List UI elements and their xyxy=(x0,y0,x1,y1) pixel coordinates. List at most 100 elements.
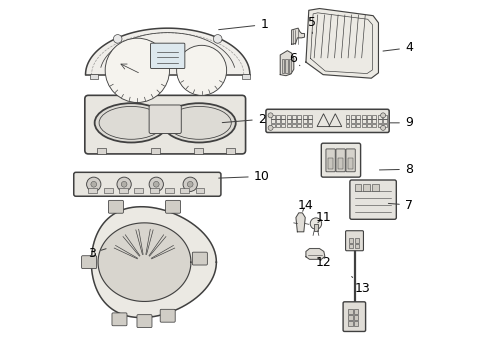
Bar xyxy=(195,188,204,193)
Bar xyxy=(361,115,365,118)
Text: 6: 6 xyxy=(288,52,299,66)
Text: 1: 1 xyxy=(218,18,267,31)
Bar xyxy=(354,244,358,248)
FancyBboxPatch shape xyxy=(74,172,221,196)
Text: 8: 8 xyxy=(379,163,412,176)
Polygon shape xyxy=(85,28,249,75)
Polygon shape xyxy=(295,213,305,232)
Bar xyxy=(354,184,360,191)
Bar xyxy=(382,119,386,123)
Bar xyxy=(355,123,360,127)
Bar xyxy=(337,158,343,169)
Text: 4: 4 xyxy=(382,41,412,54)
FancyBboxPatch shape xyxy=(349,180,395,219)
Bar xyxy=(103,188,112,193)
Bar xyxy=(355,119,360,123)
Bar xyxy=(371,115,375,118)
Bar xyxy=(307,115,311,118)
FancyBboxPatch shape xyxy=(149,105,181,134)
Bar xyxy=(350,119,354,123)
Circle shape xyxy=(267,125,272,130)
Text: 7: 7 xyxy=(387,198,412,212)
Bar xyxy=(275,119,279,123)
Bar xyxy=(286,115,290,118)
Bar xyxy=(327,158,333,169)
Bar xyxy=(281,115,285,118)
FancyBboxPatch shape xyxy=(345,149,354,172)
Bar xyxy=(297,119,301,123)
Bar xyxy=(366,119,370,123)
Bar xyxy=(288,59,291,73)
Circle shape xyxy=(176,45,226,95)
Bar xyxy=(270,119,274,123)
Text: 12: 12 xyxy=(315,256,330,269)
Bar xyxy=(350,115,354,118)
Bar xyxy=(281,119,285,123)
Text: 14: 14 xyxy=(297,198,312,212)
Bar xyxy=(353,321,358,327)
Bar xyxy=(361,119,365,123)
Bar xyxy=(347,321,352,327)
Bar xyxy=(366,123,370,127)
Circle shape xyxy=(105,38,169,103)
FancyBboxPatch shape xyxy=(112,313,127,326)
Bar xyxy=(355,115,360,118)
Bar xyxy=(345,119,349,123)
Bar xyxy=(348,238,353,243)
Bar xyxy=(151,148,160,154)
FancyBboxPatch shape xyxy=(160,309,175,322)
Bar xyxy=(275,123,279,127)
FancyBboxPatch shape xyxy=(192,252,207,265)
Bar xyxy=(270,123,274,127)
Bar xyxy=(382,123,386,127)
FancyBboxPatch shape xyxy=(321,143,360,177)
FancyBboxPatch shape xyxy=(165,201,180,213)
Text: 10: 10 xyxy=(218,170,269,183)
FancyBboxPatch shape xyxy=(84,95,245,154)
Bar xyxy=(97,148,106,154)
Bar xyxy=(377,119,381,123)
Polygon shape xyxy=(305,249,324,259)
Bar xyxy=(377,115,381,118)
Polygon shape xyxy=(305,9,378,78)
Circle shape xyxy=(213,35,222,43)
Text: 2: 2 xyxy=(222,113,265,126)
Bar xyxy=(302,115,306,118)
Circle shape xyxy=(117,177,131,192)
FancyBboxPatch shape xyxy=(265,109,388,132)
Bar xyxy=(347,158,353,169)
Bar xyxy=(149,188,158,193)
Bar xyxy=(164,188,174,193)
Polygon shape xyxy=(291,28,304,44)
Bar xyxy=(372,184,378,191)
FancyBboxPatch shape xyxy=(137,315,152,328)
Bar xyxy=(366,115,370,118)
Ellipse shape xyxy=(95,103,167,143)
Bar xyxy=(225,148,234,154)
Circle shape xyxy=(149,177,163,192)
Circle shape xyxy=(86,177,101,192)
Text: 3: 3 xyxy=(87,247,106,260)
Text: 5: 5 xyxy=(308,16,316,33)
FancyBboxPatch shape xyxy=(81,256,97,269)
Bar xyxy=(297,115,301,118)
Bar xyxy=(307,123,311,127)
Bar xyxy=(307,119,311,123)
Circle shape xyxy=(380,113,385,118)
Bar xyxy=(354,238,358,243)
Bar xyxy=(345,123,349,127)
Bar xyxy=(90,74,98,79)
Circle shape xyxy=(183,177,197,192)
Circle shape xyxy=(91,181,97,187)
Bar xyxy=(291,115,295,118)
Text: 11: 11 xyxy=(315,211,330,224)
Circle shape xyxy=(121,181,127,187)
Bar xyxy=(88,188,97,193)
Polygon shape xyxy=(280,51,293,76)
Bar xyxy=(363,184,369,191)
Bar xyxy=(270,115,274,118)
Bar xyxy=(193,148,203,154)
Bar xyxy=(361,123,365,127)
FancyBboxPatch shape xyxy=(108,201,123,213)
Text: 13: 13 xyxy=(351,276,369,296)
